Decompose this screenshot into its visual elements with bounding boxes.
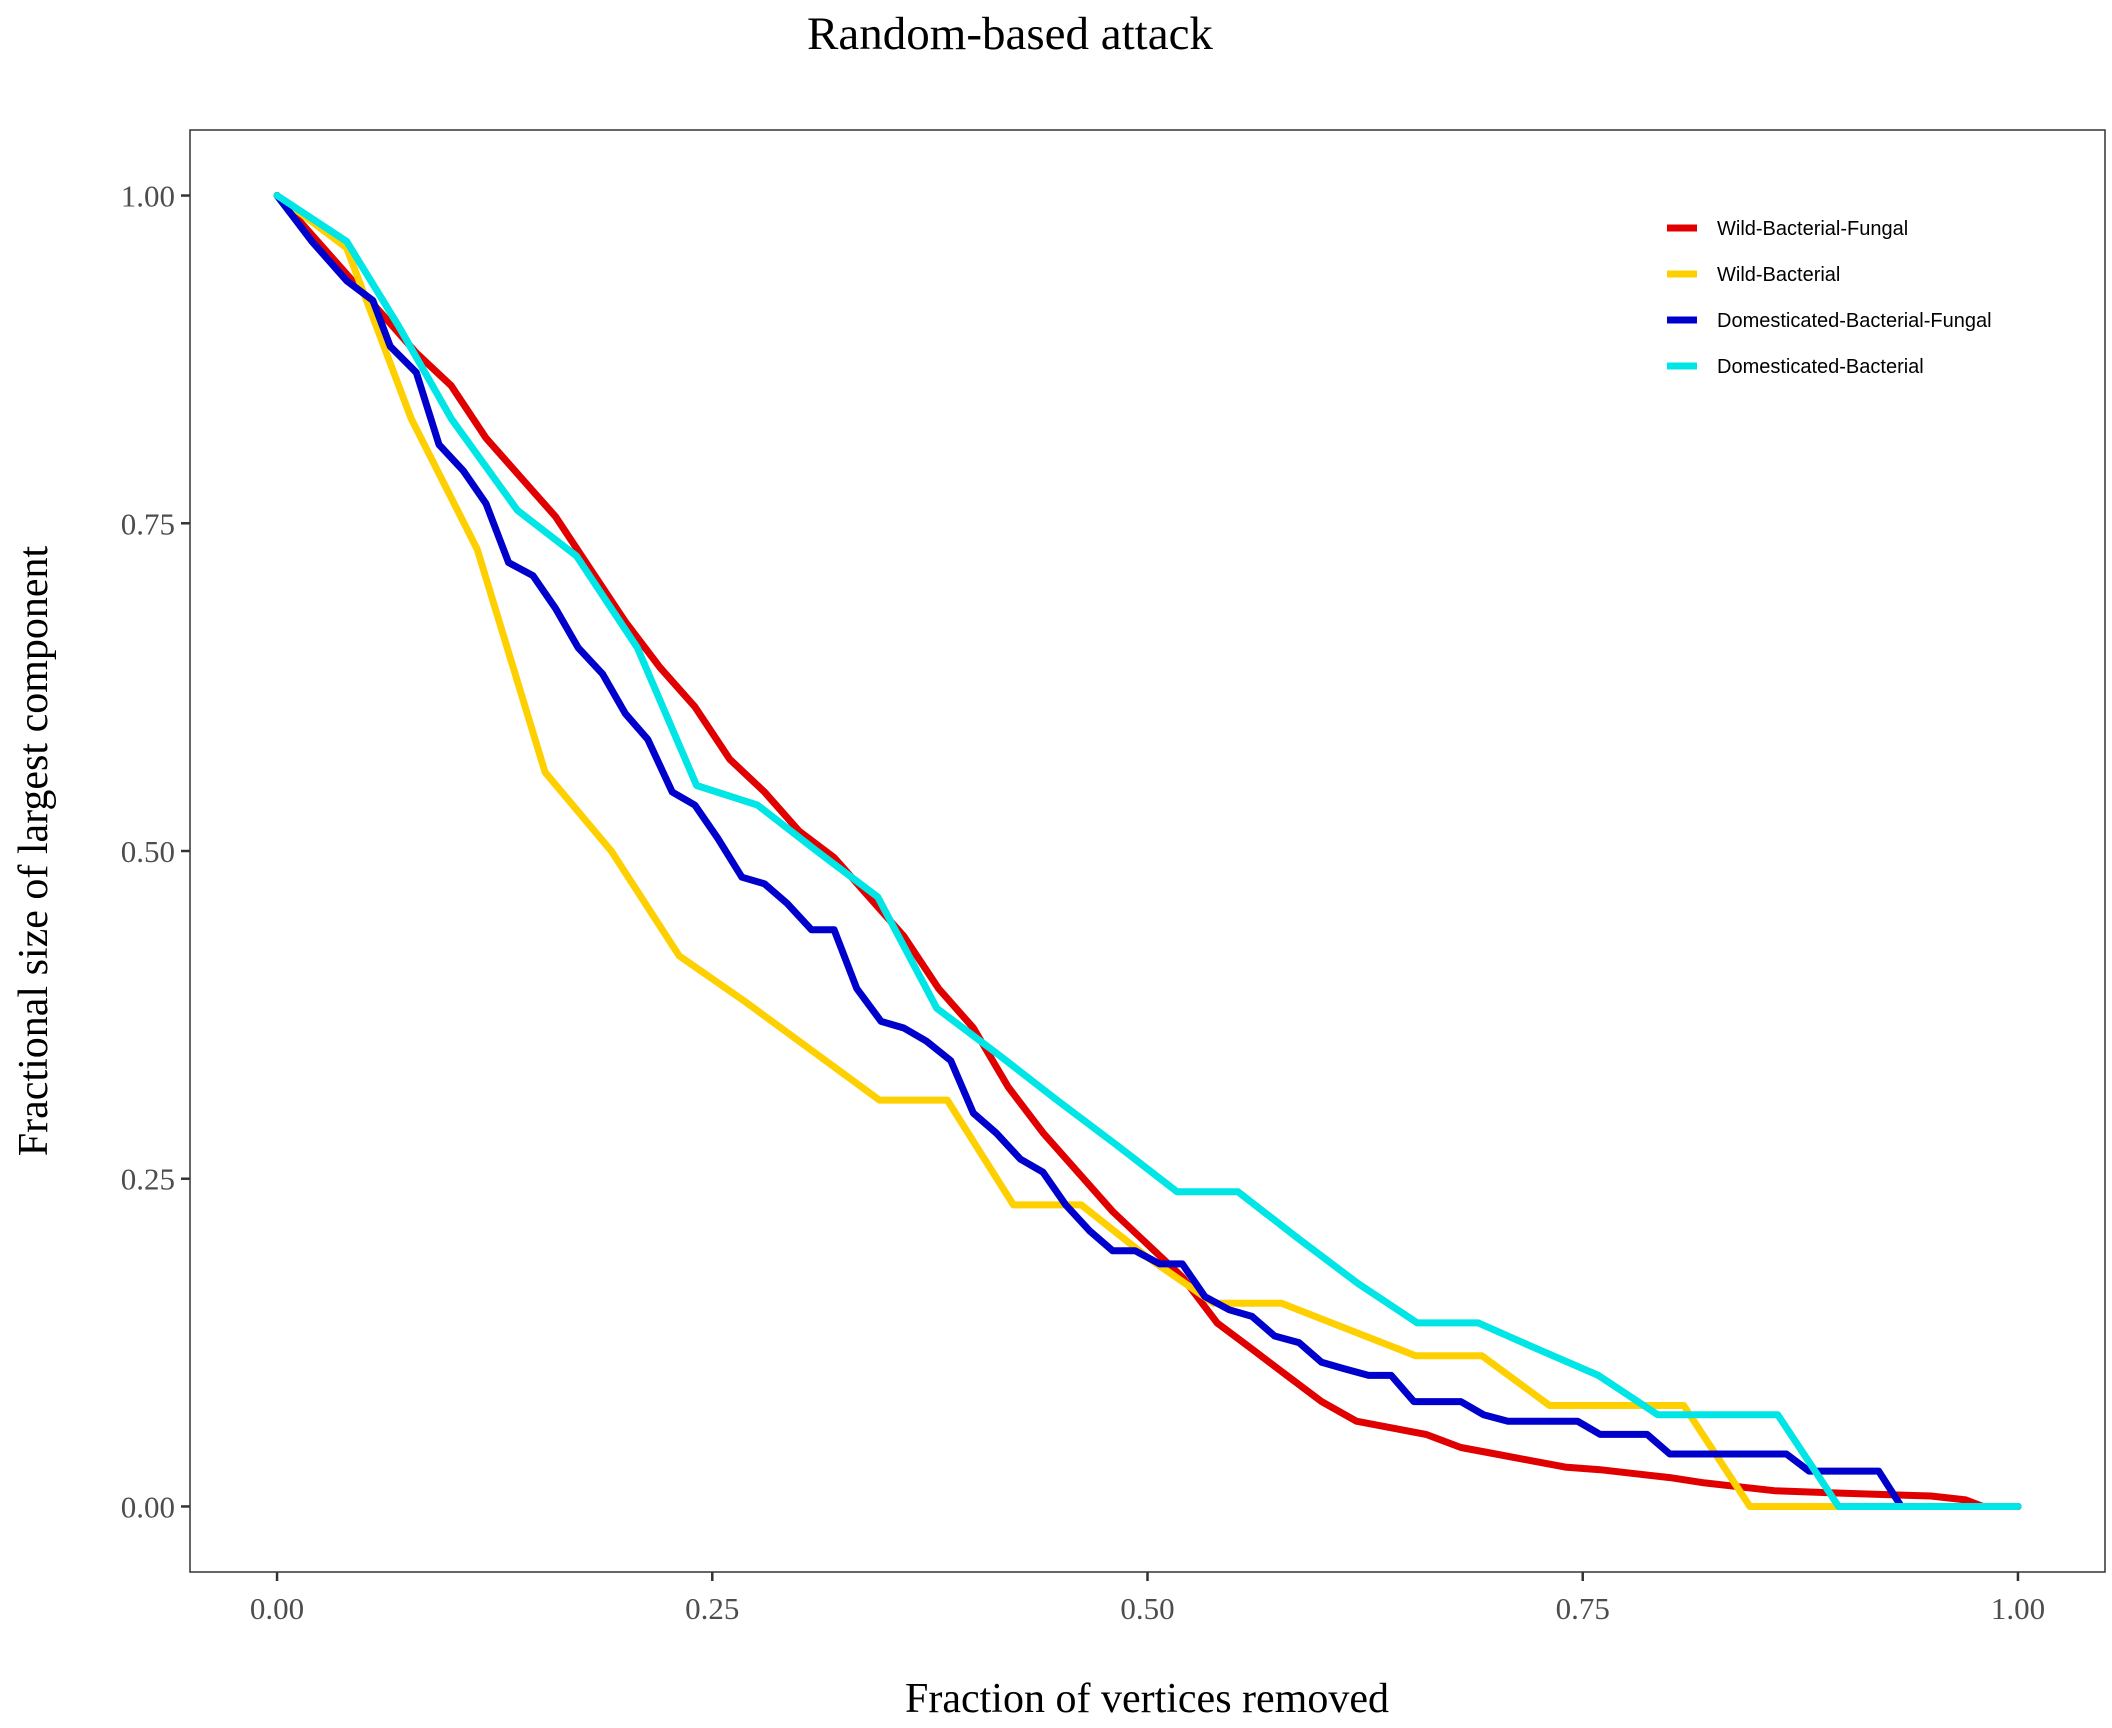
series-lines bbox=[273, 192, 2022, 1510]
legend-label: Domesticated-Bacterial-Fungal bbox=[1717, 310, 1992, 332]
y-tick-label: 0.75 bbox=[121, 506, 175, 541]
x-tick-label: 0.25 bbox=[685, 1591, 739, 1626]
x-axis: 0.00 0.25 0.50 0.75 1.00 bbox=[250, 1572, 2045, 1626]
x-tick-label: 0.50 bbox=[1120, 1591, 1174, 1626]
series-line-domesticated-bacterial bbox=[273, 192, 2022, 1510]
chart-title: Random-based attack bbox=[807, 8, 1213, 60]
legend-label: Domesticated-Bacterial bbox=[1717, 356, 1924, 378]
series-line-wild-bacterial-fungal bbox=[273, 192, 2022, 1510]
plot-panel bbox=[189, 129, 2106, 1573]
y-axis: 0.00 0.25 0.50 0.75 1.00 bbox=[121, 179, 190, 1524]
series-line-domesticated-bacterial-fungal bbox=[273, 192, 2022, 1510]
legend: Wild-Bacterial-Fungal Wild-Bacterial Domes… bbox=[1667, 218, 1992, 378]
y-tick-label: 0.50 bbox=[121, 834, 175, 869]
x-tick-label: 1.00 bbox=[1991, 1591, 2045, 1626]
x-tick-label: 0.75 bbox=[1556, 1591, 1610, 1626]
x-axis-title: Fraction of vertices removed bbox=[905, 1676, 1389, 1722]
legend-label: Wild-Bacterial-Fungal bbox=[1717, 218, 1908, 240]
y-axis-title: Fractional size of largest component bbox=[11, 545, 57, 1156]
y-tick-label: 0.25 bbox=[121, 1162, 175, 1197]
y-tick-label: 1.00 bbox=[121, 179, 175, 214]
y-tick-label: 0.00 bbox=[121, 1489, 175, 1524]
legend-label: Wild-Bacterial bbox=[1717, 264, 1840, 286]
x-tick-label: 0.00 bbox=[250, 1591, 304, 1626]
series-line-wild-bacterial bbox=[273, 192, 2022, 1510]
